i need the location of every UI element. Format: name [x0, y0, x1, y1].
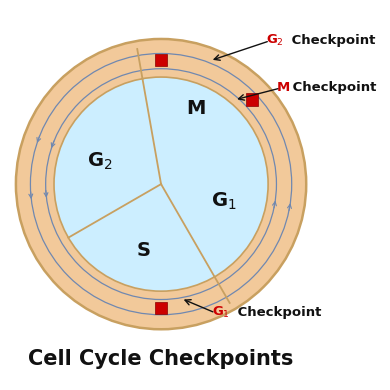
Text: G$_{1}$: G$_{1}$	[212, 305, 230, 321]
Text: M: M	[187, 99, 206, 118]
Bar	[155, 302, 167, 314]
Circle shape	[54, 77, 268, 291]
Text: Checkpoint: Checkpoint	[287, 34, 376, 47]
Text: G$_2$: G$_2$	[87, 151, 112, 172]
Text: G$_{2}$: G$_{2}$	[266, 33, 284, 48]
Bar	[246, 94, 258, 106]
Circle shape	[16, 39, 306, 329]
Text: Cell Cycle Checkpoints: Cell Cycle Checkpoints	[28, 349, 294, 369]
Bar	[155, 54, 167, 66]
Text: G$_1$: G$_1$	[211, 190, 237, 212]
Text: M: M	[277, 82, 291, 94]
Text: Checkpoint: Checkpoint	[233, 307, 321, 319]
Text: S: S	[136, 241, 150, 260]
Text: Checkpoint: Checkpoint	[288, 82, 376, 94]
